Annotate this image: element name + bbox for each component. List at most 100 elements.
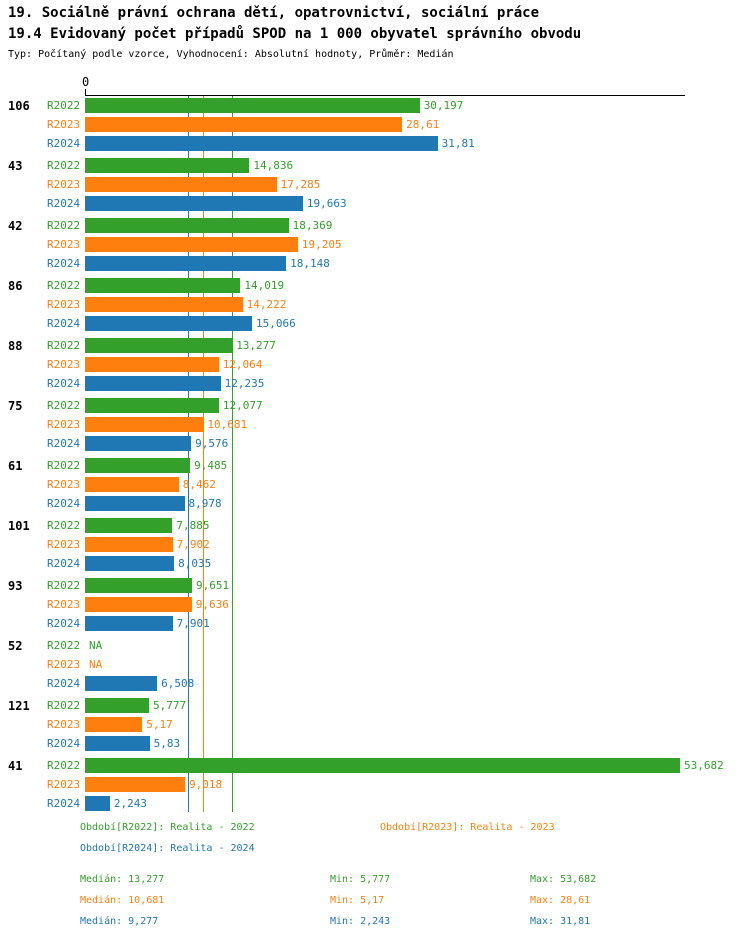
bar-row: R2023 19,205 (0, 235, 750, 254)
group-label: 43 (8, 158, 23, 173)
bar (85, 777, 185, 792)
bar-groups: 106 R2022 30,197 R2023 28,61 R2024 31,81 43 R202… (0, 96, 750, 816)
value-label: 17,285 (280, 178, 321, 191)
series-label: R2022 (47, 579, 81, 592)
series-label: R2023 (47, 118, 81, 131)
stat-max-r2022: Max: 53,682 (530, 874, 597, 885)
value-label: 28,61 (406, 118, 440, 131)
value-label: 5,83 (153, 737, 181, 750)
bar-group: 88 R2022 13,277 R2023 12,064 R2024 12,235 (0, 336, 750, 393)
bar (85, 537, 173, 552)
series-label: R2024 (47, 797, 81, 810)
bar-row: R2024 15,066 (0, 314, 750, 333)
series-label: R2023 (47, 298, 81, 311)
legend-period-r2023: Období[R2023]: Realita - 2023 (380, 822, 555, 833)
x-axis-line (85, 95, 685, 96)
value-label: 12,077 (222, 399, 263, 412)
value-label: NA (89, 658, 103, 671)
bar (85, 736, 150, 751)
bar (85, 177, 277, 192)
value-label: 9,018 (189, 778, 223, 791)
group-label: 101 (8, 518, 30, 533)
bar-row: R2024 9,576 (0, 434, 750, 453)
series-label: R2022 (47, 99, 81, 112)
series-label: R2024 (47, 617, 81, 630)
series-label: R2023 (47, 538, 81, 551)
bar (85, 597, 192, 612)
stat-median-r2024: Medián: 9,277 (80, 916, 159, 927)
bar (85, 796, 110, 811)
value-label: 15,066 (256, 317, 296, 330)
group-label: 93 (8, 578, 23, 593)
value-label: 10,681 (207, 418, 248, 431)
bar (85, 218, 289, 233)
value-label: 6,508 (161, 677, 195, 690)
series-label: R2022 (47, 699, 81, 712)
bar-row: R2023 17,285 (0, 175, 750, 194)
group-label: 75 (8, 398, 23, 413)
value-label: 9,651 (196, 579, 230, 592)
bar (85, 158, 250, 173)
bar (85, 578, 192, 593)
series-label: R2023 (47, 778, 81, 791)
bar-group: 42 R2022 18,369 R2023 19,205 R2024 18,148 (0, 216, 750, 273)
median-line-r2023 (203, 96, 205, 812)
bar-row: 101 R2022 7,885 (0, 516, 750, 535)
bar-row: 52 R2022 NA (0, 636, 750, 655)
chart-title-line2: 19.4 Evidovaný počet případů SPOD na 1 0… (8, 26, 582, 42)
value-label: 9,636 (195, 598, 229, 611)
bar-row: 93 R2022 9,651 (0, 576, 750, 595)
bar-row: R2024 8,035 (0, 554, 750, 573)
legend: Období[R2022]: Realita - 2022 Období[R20… (0, 817, 750, 932)
bar-row: R2023 NA (0, 655, 750, 674)
legend-stats-r2022: Medián: 13,277 Min: 5,777 Max: 53,682 (0, 869, 750, 890)
group-label: 41 (8, 758, 23, 773)
bar-row: R2024 7,901 (0, 614, 750, 633)
value-label: 31,81 (441, 137, 475, 150)
value-label: 5,17 (146, 718, 173, 731)
bar-row: R2023 9,636 (0, 595, 750, 614)
value-label: 8,978 (188, 497, 222, 510)
series-label: R2024 (47, 737, 81, 750)
value-label: 9,576 (195, 437, 229, 450)
bar (85, 417, 204, 432)
series-label: R2022 (47, 399, 81, 412)
series-label: R2024 (47, 677, 81, 690)
plot-area: 0 106 R2022 30,197 R2023 28,61 R2024 31,81 43 R2… (0, 75, 750, 816)
bar-group: 86 R2022 14,019 R2023 14,222 R2024 15,066 (0, 276, 750, 333)
value-label: 5,777 (153, 699, 187, 712)
bar-group: 43 R2022 14,836 R2023 17,285 R2024 19,663 (0, 156, 750, 213)
series-label: R2022 (47, 759, 81, 772)
series-label: R2022 (47, 519, 81, 532)
bar-row: 61 R2022 9,485 (0, 456, 750, 475)
value-label: 18,369 (292, 219, 333, 232)
bar (85, 338, 233, 353)
value-label: 12,235 (224, 377, 265, 390)
bar (85, 717, 143, 732)
bar (85, 477, 179, 492)
bar (85, 556, 175, 571)
value-label: 2,243 (113, 797, 148, 810)
series-label: R2024 (47, 377, 81, 390)
bar (85, 196, 303, 211)
chart-title-line1: 19. Sociálně právní ochrana dětí, opatro… (8, 5, 540, 21)
series-label: R2022 (47, 219, 81, 232)
group-label: 106 (8, 98, 30, 113)
series-label: R2023 (47, 238, 81, 251)
legend-period-r2024: Období[R2024]: Realita - 2024 (80, 843, 255, 854)
series-label: R2022 (47, 159, 81, 172)
series-label: R2022 (47, 339, 81, 352)
bar-group: 106 R2022 30,197 R2023 28,61 R2024 31,81 (0, 96, 750, 153)
bar-row: 106 R2022 30,197 (0, 96, 750, 115)
group-label: 121 (8, 698, 30, 713)
value-label: 7,901 (176, 617, 210, 630)
bar-group: 61 R2022 9,485 R2023 8,462 R2024 8,978 (0, 456, 750, 513)
legend-gap (0, 859, 750, 869)
bar-row: R2024 31,81 (0, 134, 750, 153)
value-label: 19,205 (301, 238, 342, 251)
value-label: 53,682 (684, 759, 724, 772)
series-label: R2022 (47, 459, 81, 472)
bar-row: R2023 8,462 (0, 475, 750, 494)
bar-row: R2023 14,222 (0, 295, 750, 314)
